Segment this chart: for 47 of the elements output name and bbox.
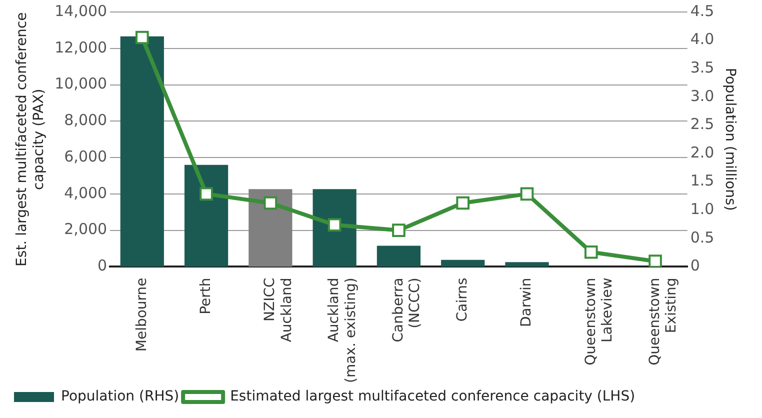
y2-tick-label: 3.5	[690, 58, 714, 76]
y-tick-label: 10,000	[54, 74, 108, 93]
y2-axis-title: Population (millions)	[722, 68, 738, 211]
bar	[248, 189, 292, 267]
point	[392, 224, 406, 237]
x-tick-label: NZICC Auckland	[262, 277, 295, 342]
x-tick-label: Melbourne	[134, 278, 150, 352]
bar	[441, 260, 485, 267]
point	[584, 245, 598, 259]
x-tick-label: Auckland (max. existing)	[326, 278, 360, 384]
point	[520, 187, 534, 201]
bar	[312, 189, 356, 267]
point	[328, 218, 342, 232]
bar	[505, 262, 549, 267]
y-tick-label: 14,000	[54, 2, 108, 20]
y2-tick-label: 3.0	[690, 86, 714, 105]
y-tick-label: 2,000	[64, 220, 108, 238]
x-tick-label: Perth	[198, 278, 214, 314]
legend-label: Estimated largest multifaceted conference capacity (LHS)	[230, 388, 636, 405]
y2-tick-label: 1.5	[690, 172, 714, 190]
y2-tick-label: 4.0	[690, 30, 714, 48]
point	[200, 187, 213, 201]
point	[648, 254, 662, 267]
y-tick-label: 4,000	[64, 184, 108, 202]
y2-tick-label: 4.5	[690, 2, 714, 20]
y-tick-label: 8,000	[64, 111, 108, 130]
y2-tick-label: 2.0	[690, 143, 714, 162]
bar	[184, 164, 228, 267]
y-tick-label: 0	[98, 256, 108, 275]
y2-tick-label: 0.5	[690, 228, 714, 246]
x-tick-label: Cairns	[454, 278, 470, 322]
bar	[376, 246, 421, 267]
y2-tick-label: 1.0	[690, 200, 714, 218]
x-tick-label: Darwin	[518, 278, 535, 328]
point	[136, 30, 149, 44]
x-tick-label: Queenstown Lakeview	[582, 278, 616, 366]
y-tick-label: 12,000	[54, 38, 108, 56]
x-tick-label: Canberra (NCCC)	[390, 278, 424, 342]
y2-tick-label: 0	[690, 256, 700, 275]
x-tick-label: Queenstown Existing	[646, 278, 680, 366]
y-tick-label: 6,000	[64, 147, 108, 166]
bar	[120, 36, 164, 267]
legend-label: Population (RHS)	[61, 388, 180, 405]
point	[456, 196, 470, 210]
y2-tick-label: 2.5	[690, 115, 714, 134]
point	[264, 196, 278, 210]
y-axis-title: Est. largest multifaceted conference capacity (PAX)	[14, 12, 47, 266]
